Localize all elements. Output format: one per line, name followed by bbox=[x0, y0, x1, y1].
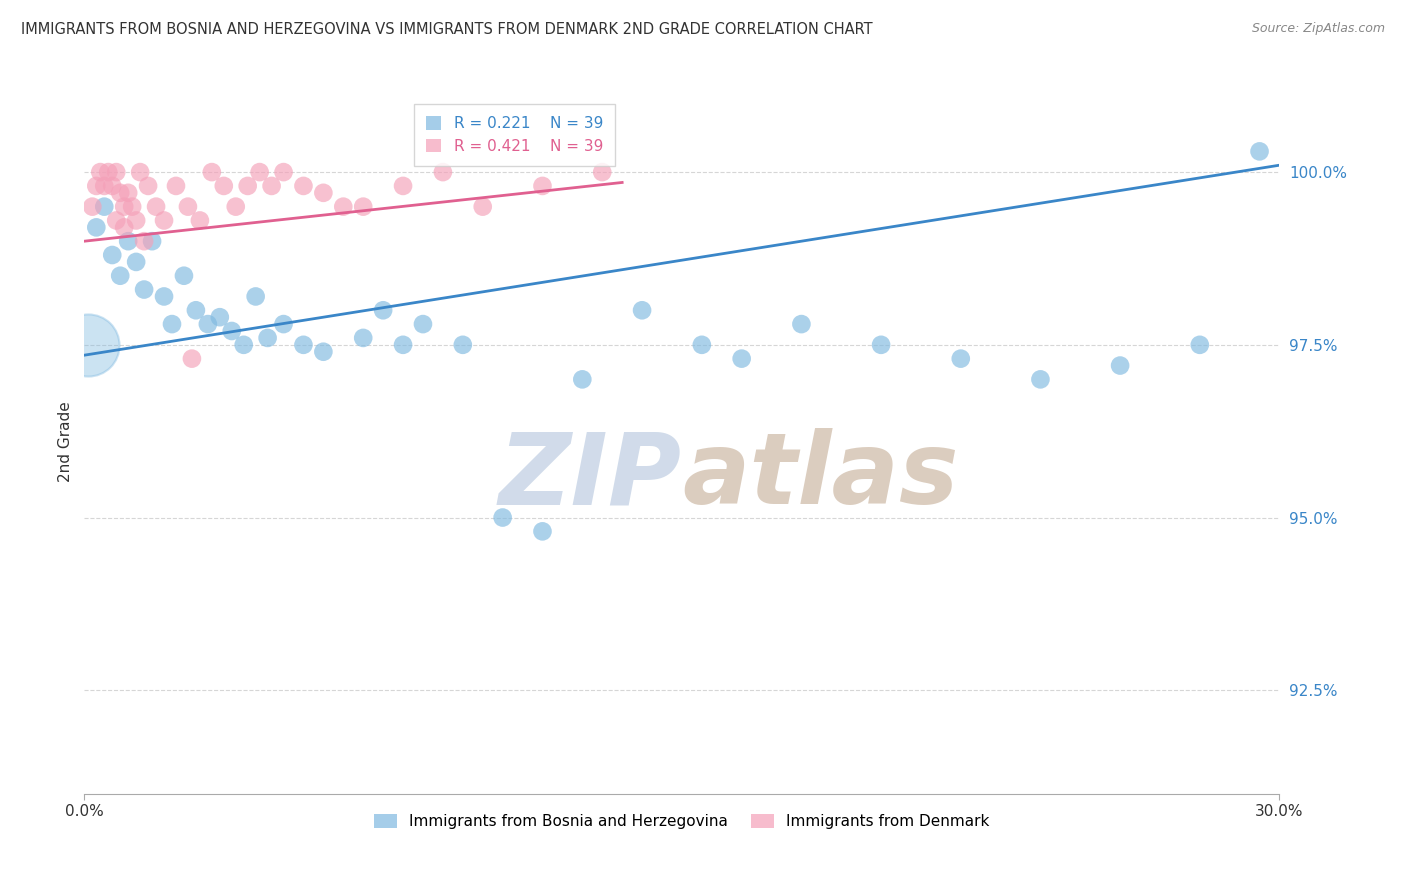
Point bbox=[531, 524, 554, 539]
Point bbox=[221, 324, 243, 338]
Text: ZIP: ZIP bbox=[499, 428, 682, 525]
Point bbox=[105, 165, 128, 179]
Point bbox=[451, 338, 474, 352]
Point bbox=[117, 186, 139, 200]
Point bbox=[273, 165, 295, 179]
Point bbox=[312, 344, 335, 359]
Point bbox=[690, 338, 713, 352]
Point bbox=[332, 200, 354, 214]
Point bbox=[145, 200, 167, 214]
Point bbox=[125, 255, 148, 269]
Point bbox=[132, 283, 156, 297]
Point bbox=[86, 178, 108, 193]
Point bbox=[101, 178, 124, 193]
Point bbox=[236, 178, 259, 193]
Point bbox=[245, 289, 267, 303]
Point bbox=[165, 178, 187, 193]
Point bbox=[153, 213, 176, 227]
Point bbox=[184, 303, 207, 318]
Point bbox=[492, 510, 515, 524]
Point bbox=[212, 178, 235, 193]
Point bbox=[110, 186, 132, 200]
Point bbox=[177, 200, 200, 214]
Point bbox=[89, 165, 111, 179]
Point bbox=[949, 351, 972, 366]
Point bbox=[208, 310, 231, 325]
Point bbox=[1109, 359, 1132, 373]
Point bbox=[292, 338, 315, 352]
Point bbox=[125, 213, 148, 227]
Point bbox=[531, 178, 554, 193]
Point bbox=[432, 165, 454, 179]
Point bbox=[153, 289, 176, 303]
Point bbox=[1029, 372, 1052, 386]
Point bbox=[93, 200, 115, 214]
Point bbox=[731, 351, 754, 366]
Text: IMMIGRANTS FROM BOSNIA AND HERZEGOVINA VS IMMIGRANTS FROM DENMARK 2ND GRADE CORR: IMMIGRANTS FROM BOSNIA AND HERZEGOVINA V… bbox=[21, 22, 873, 37]
Point bbox=[870, 338, 893, 352]
Point bbox=[256, 331, 278, 345]
Point bbox=[232, 338, 254, 352]
Y-axis label: 2nd Grade: 2nd Grade bbox=[58, 401, 73, 482]
Point bbox=[1249, 145, 1271, 159]
Point bbox=[105, 213, 128, 227]
Point bbox=[129, 165, 152, 179]
Point bbox=[141, 234, 163, 248]
Point bbox=[86, 220, 108, 235]
Point bbox=[352, 200, 374, 214]
Point bbox=[181, 351, 204, 366]
Point bbox=[97, 165, 120, 179]
Point bbox=[373, 303, 395, 318]
Point bbox=[93, 178, 115, 193]
Point bbox=[1188, 338, 1211, 352]
Point bbox=[392, 338, 415, 352]
Legend: R = 0.221    N = 39, R = 0.421    N = 39: R = 0.221 N = 39, R = 0.421 N = 39 bbox=[413, 103, 616, 166]
Point bbox=[790, 317, 813, 331]
Point bbox=[136, 178, 159, 193]
Point bbox=[188, 213, 211, 227]
Point bbox=[101, 248, 124, 262]
Point bbox=[110, 268, 132, 283]
Point bbox=[197, 317, 219, 331]
Point bbox=[112, 220, 135, 235]
Point bbox=[312, 186, 335, 200]
Point bbox=[160, 317, 183, 331]
Point bbox=[412, 317, 434, 331]
Point bbox=[117, 234, 139, 248]
Point bbox=[112, 200, 135, 214]
Point bbox=[82, 200, 104, 214]
Point bbox=[225, 200, 247, 214]
Point bbox=[201, 165, 224, 179]
Point bbox=[471, 200, 494, 214]
Point bbox=[249, 165, 271, 179]
Point bbox=[571, 372, 593, 386]
Point bbox=[173, 268, 195, 283]
Point bbox=[132, 234, 156, 248]
Point bbox=[392, 178, 415, 193]
Text: Source: ZipAtlas.com: Source: ZipAtlas.com bbox=[1251, 22, 1385, 36]
Text: atlas: atlas bbox=[682, 428, 959, 525]
Point bbox=[591, 165, 613, 179]
Point bbox=[77, 338, 100, 352]
Point bbox=[292, 178, 315, 193]
Point bbox=[121, 200, 143, 214]
Point bbox=[273, 317, 295, 331]
Point bbox=[260, 178, 283, 193]
Point bbox=[631, 303, 654, 318]
Point bbox=[352, 331, 374, 345]
